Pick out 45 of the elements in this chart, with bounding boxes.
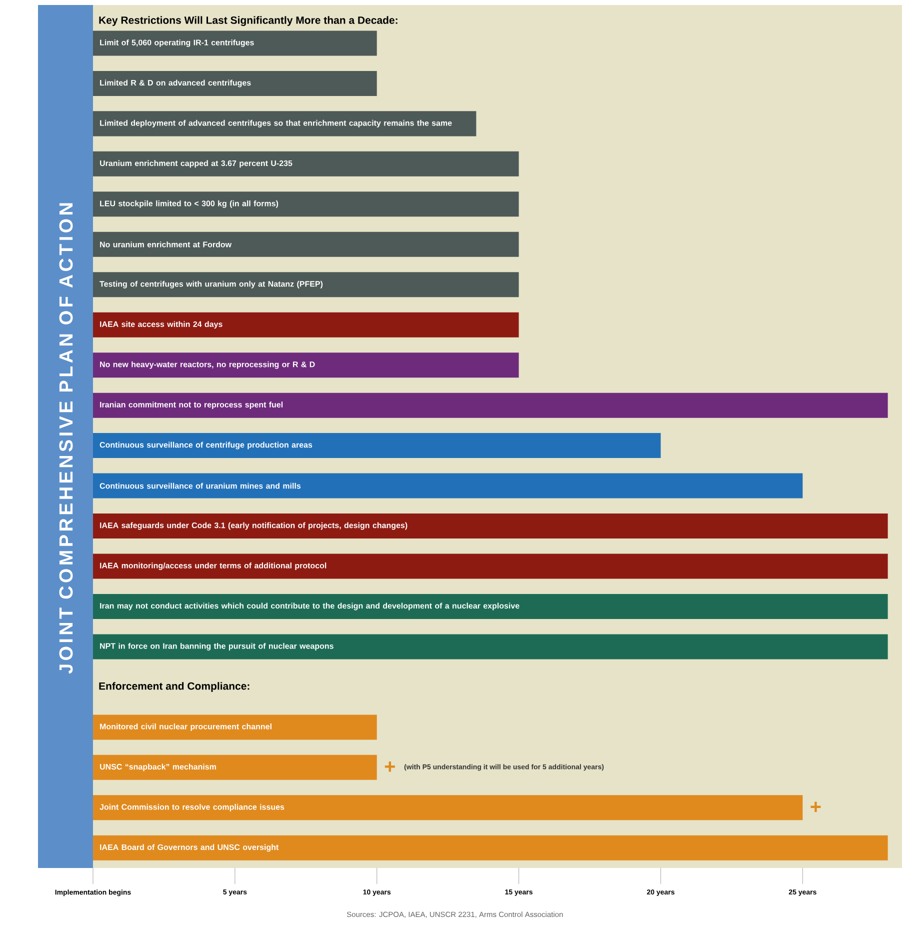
bar — [93, 714, 377, 740]
y-tick-label: Monitored civil nuclear procurement channel — [100, 723, 272, 731]
y-tick-label: IAEA site access within 24 days — [100, 321, 222, 329]
y-tick-label: Joint Commission to resolve compliance issues — [100, 804, 284, 812]
bar — [93, 312, 519, 338]
y-tick-label: LEU stockpile limited to < 300 kg (in all forms) — [100, 200, 278, 208]
bar — [93, 795, 803, 820]
bar — [93, 514, 888, 539]
y-tick-label: IAEA Board of Governors and UNSC oversight — [100, 844, 279, 852]
bar — [93, 151, 519, 176]
bar — [93, 835, 888, 860]
y-tick-label: NPT in force on Iran banning the pursuit of nuclear weapons — [100, 642, 334, 650]
y-tick-label: IAEA safeguards under Code 3.1 (early notification of projects, design changes) — [100, 522, 408, 530]
y-tick-label: Iranian commitment not to reprocess spent fuel — [100, 402, 283, 410]
annotation: + — [810, 802, 821, 812]
bar — [93, 111, 476, 136]
bar — [93, 754, 377, 780]
y-tick-label: Continuous surveillance of centrifuge production areas — [100, 442, 312, 450]
bar — [93, 232, 519, 257]
bar — [93, 30, 377, 56]
bar — [93, 352, 519, 378]
text: JOINT COMPREHENSIVE PLAN OF ACTION — [59, 203, 73, 674]
y-tick-label: IAEA monitoring/access under terms of additional protocol — [100, 562, 326, 570]
text: Key Restrictions Will Last Significantly More than a Decade: — [99, 16, 398, 26]
bar — [93, 473, 803, 498]
y-tick-label: Limited R & D on advanced centrifuges — [100, 80, 251, 88]
bar — [93, 634, 888, 660]
y-tick-label: No uranium enrichment at Fordow — [100, 241, 232, 248]
y-tick-label: UNSC “snapback” mechanism — [100, 764, 216, 772]
annotation: Enforcement and Compliance: — [99, 682, 250, 692]
y-tick-label: Continuous surveillance of uranium mines and mills — [100, 482, 301, 489]
y-tick-label: Iran may not conduct activities which could contribute to the design and development of a nuclear explosive — [100, 602, 520, 610]
bar — [93, 433, 661, 458]
bar — [93, 272, 519, 298]
annotation: + — [384, 762, 395, 772]
y-tick-label: Testing of centrifuges with uranium only at Natanz (PFEP) — [100, 280, 323, 288]
bar — [93, 392, 888, 418]
bar — [93, 554, 888, 579]
y-tick-label: Limited deployment of advanced centrifuges so that enrichment capacity remains the same — [100, 120, 452, 128]
y-tick-label: Uranium enrichment capped at 3.67 percent U-235 — [100, 160, 292, 168]
bar — [93, 192, 519, 217]
y-tick-label: Limit of 5,060 operating IR-1 centrifuges — [100, 39, 254, 47]
bar — [93, 594, 888, 619]
bar — [93, 70, 377, 96]
y-tick-label: No new heavy-water reactors, no reprocessing or R & D — [100, 361, 315, 369]
